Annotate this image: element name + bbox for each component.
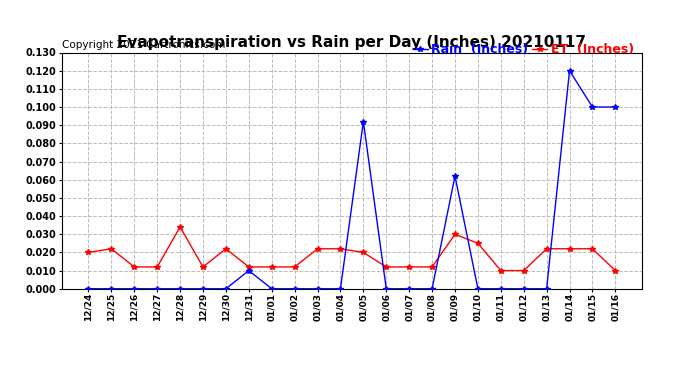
Rain  (Inches) <box>428 286 436 291</box>
ET  (Inches) <box>130 265 139 269</box>
Rain  (Inches) <box>221 286 230 291</box>
Title: Evapotranspiration vs Rain per Day (Inches) 20210117: Evapotranspiration vs Rain per Day (Inch… <box>117 35 586 50</box>
Rain  (Inches) <box>176 286 184 291</box>
ET  (Inches) <box>428 265 436 269</box>
ET  (Inches) <box>313 246 322 251</box>
Line: Rain  (Inches): Rain (Inches) <box>86 68 618 291</box>
Line: ET  (Inches): ET (Inches) <box>86 224 618 273</box>
Rain  (Inches) <box>130 286 139 291</box>
ET  (Inches) <box>520 268 528 273</box>
Rain  (Inches) <box>497 286 505 291</box>
Text: Copyright 2021 Cartronics.com: Copyright 2021 Cartronics.com <box>62 40 226 50</box>
ET  (Inches) <box>359 250 368 255</box>
Rain  (Inches) <box>589 105 597 109</box>
Rain  (Inches) <box>84 286 92 291</box>
ET  (Inches) <box>497 268 505 273</box>
Rain  (Inches) <box>520 286 528 291</box>
ET  (Inches) <box>245 265 253 269</box>
ET  (Inches) <box>405 265 413 269</box>
ET  (Inches) <box>382 265 391 269</box>
Rain  (Inches) <box>474 286 482 291</box>
Rain  (Inches) <box>107 286 115 291</box>
ET  (Inches) <box>107 246 115 251</box>
ET  (Inches) <box>268 265 276 269</box>
Rain  (Inches) <box>611 105 620 109</box>
ET  (Inches) <box>565 246 573 251</box>
ET  (Inches) <box>199 265 207 269</box>
ET  (Inches) <box>153 265 161 269</box>
Rain  (Inches) <box>245 268 253 273</box>
Rain  (Inches) <box>382 286 391 291</box>
ET  (Inches) <box>221 246 230 251</box>
ET  (Inches) <box>451 232 459 237</box>
Rain  (Inches) <box>565 68 573 73</box>
ET  (Inches) <box>290 265 299 269</box>
Rain  (Inches) <box>451 174 459 178</box>
Rain  (Inches) <box>313 286 322 291</box>
ET  (Inches) <box>176 225 184 229</box>
ET  (Inches) <box>611 268 620 273</box>
Rain  (Inches) <box>359 119 368 124</box>
Legend: Rain  (Inches), ET  (Inches): Rain (Inches), ET (Inches) <box>411 42 635 58</box>
Rain  (Inches) <box>336 286 344 291</box>
Rain  (Inches) <box>542 286 551 291</box>
ET  (Inches) <box>542 246 551 251</box>
Rain  (Inches) <box>153 286 161 291</box>
Rain  (Inches) <box>290 286 299 291</box>
Rain  (Inches) <box>199 286 207 291</box>
ET  (Inches) <box>84 250 92 255</box>
Rain  (Inches) <box>268 286 276 291</box>
Rain  (Inches) <box>405 286 413 291</box>
ET  (Inches) <box>589 246 597 251</box>
ET  (Inches) <box>336 246 344 251</box>
ET  (Inches) <box>474 241 482 246</box>
